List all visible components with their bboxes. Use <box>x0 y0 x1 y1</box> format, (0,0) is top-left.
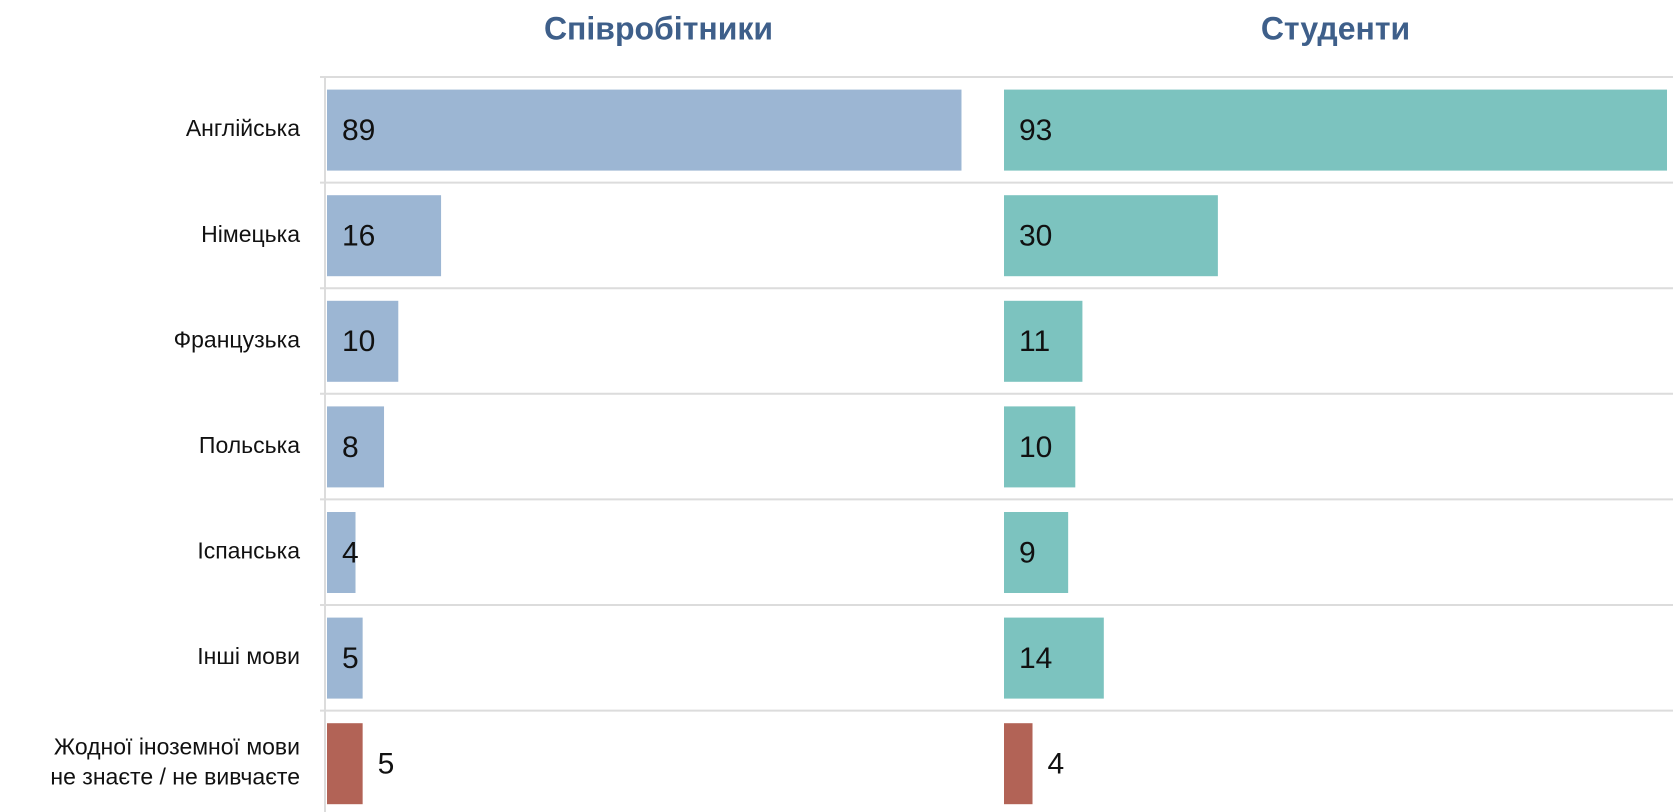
bar <box>327 195 442 277</box>
value-label: 10 <box>342 325 375 358</box>
value-label: 4 <box>1048 748 1065 781</box>
value-label: 4 <box>342 536 359 569</box>
category-label: Польська <box>199 432 300 458</box>
bar <box>1004 89 1667 171</box>
category-label: Німецька <box>201 221 300 247</box>
value-label: 5 <box>378 748 395 781</box>
value-label: 10 <box>1019 431 1052 464</box>
value-label: 5 <box>342 642 359 675</box>
bar <box>1004 512 1069 593</box>
bar <box>1004 617 1104 699</box>
category-label: Інші мови <box>197 643 300 669</box>
bar <box>327 512 356 593</box>
panel-title: Співробітники <box>544 10 773 46</box>
value-label: 89 <box>342 114 375 147</box>
value-label: 30 <box>1019 220 1052 253</box>
category-label: Французька <box>174 326 301 352</box>
bar <box>327 406 385 488</box>
bar <box>327 300 399 382</box>
value-label: 16 <box>342 220 375 253</box>
value-label: 93 <box>1019 114 1052 147</box>
bar <box>1004 406 1076 488</box>
category-label: Іспанська <box>197 538 300 564</box>
bar <box>1004 300 1083 382</box>
value-label: 11 <box>1019 325 1050 358</box>
bar <box>327 89 962 171</box>
category-label: Жодної іноземної мови не знаєте / не вивч… <box>50 734 300 790</box>
value-label: 14 <box>1019 642 1052 675</box>
panel-title: Студенти <box>1261 10 1410 46</box>
category-label: Англійська <box>186 115 300 141</box>
value-label: 8 <box>342 431 359 464</box>
bar <box>327 617 363 699</box>
bar <box>1004 195 1218 277</box>
value-label: 9 <box>1019 536 1036 569</box>
bar <box>1004 723 1033 805</box>
bar <box>327 723 363 805</box>
